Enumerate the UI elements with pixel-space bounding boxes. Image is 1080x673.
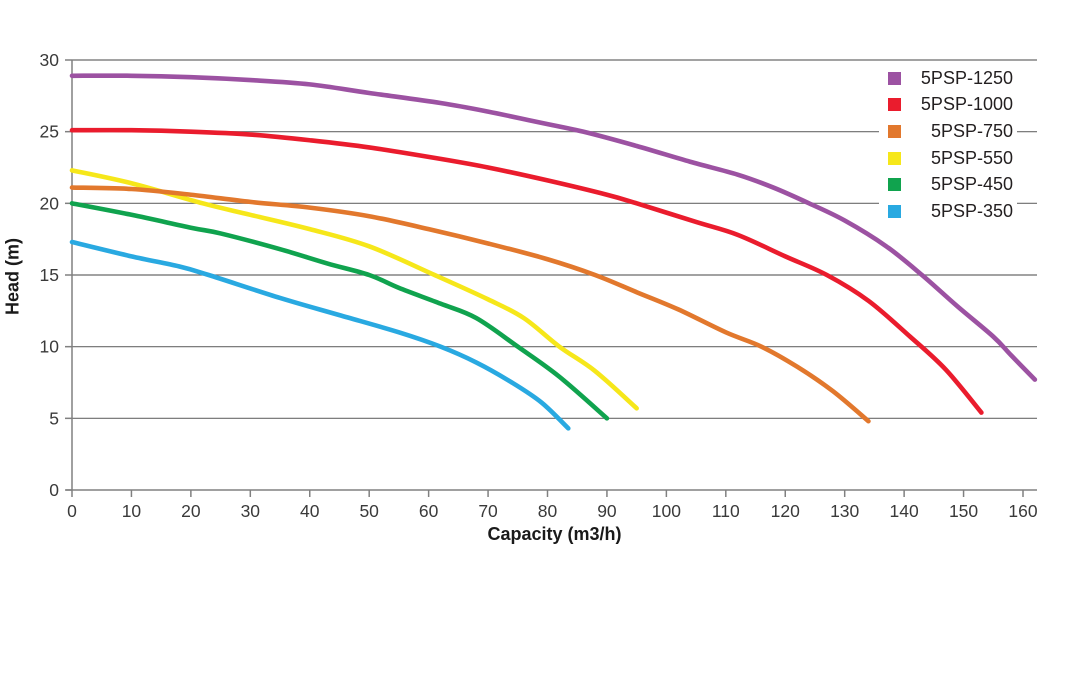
y-tick-label-30: 30 <box>40 50 60 70</box>
legend-item-5PSP-550: 5PSP-550 <box>879 145 1017 172</box>
x-tick-label-30: 30 <box>241 501 261 521</box>
legend-label: 5PSP-750 <box>930 120 1013 141</box>
legend-label: 5PSP-1250 <box>920 67 1013 88</box>
legend-swatch-icon <box>888 204 901 218</box>
legend-item-5PSP-1250: 5PSP-1250 <box>879 65 1017 92</box>
series-line-5PSP-750 <box>69 185 871 424</box>
y-tick-label-5: 5 <box>49 408 59 428</box>
x-axis-title: Capacity (m3/h) <box>487 524 622 544</box>
series-line-5PSP-1250 <box>69 73 1038 382</box>
y-tick-label-15: 15 <box>40 265 59 285</box>
x-tick-label-50: 50 <box>359 501 379 521</box>
x-tick-label-130: 130 <box>830 501 859 521</box>
legend-swatch-icon <box>888 98 901 112</box>
x-tick-label-70: 70 <box>478 501 498 521</box>
legend-label: 5PSP-450 <box>930 174 1013 195</box>
legend-label: 5PSP-350 <box>930 200 1013 221</box>
x-tick-label-120: 120 <box>771 501 800 521</box>
y-tick-label-0: 0 <box>49 480 59 500</box>
legend-swatch-icon <box>888 71 901 85</box>
legend-item-5PSP-1000: 5PSP-1000 <box>879 92 1017 119</box>
x-tick-label-60: 60 <box>419 501 439 521</box>
legend-label: 5PSP-550 <box>930 147 1013 168</box>
x-tick-label-150: 150 <box>949 501 978 521</box>
series-line-5PSP-1000 <box>69 127 984 415</box>
legend: 5PSP-1250 5PSP-1000 5PSP-750 5PSP-550 5PSP-4… <box>879 63 1017 227</box>
y-tick-label-20: 20 <box>40 193 60 213</box>
series-line-5PSP-350 <box>69 239 571 431</box>
y-axis-title: Head (m) <box>2 238 23 316</box>
series-line-5PSP-550 <box>69 168 639 411</box>
x-tick-label-20: 20 <box>181 501 201 521</box>
y-tick-label-10: 10 <box>40 337 60 357</box>
x-tick-label-110: 110 <box>712 501 740 521</box>
legend-swatch-icon <box>888 151 901 165</box>
series-line-5PSP-450 <box>69 201 610 421</box>
legend-swatch-icon <box>888 124 901 138</box>
x-tick-label-10: 10 <box>122 501 142 521</box>
x-tick-label-40: 40 <box>300 501 320 521</box>
legend-swatch-icon <box>888 178 901 192</box>
x-tick-label-160: 160 <box>1008 501 1037 521</box>
legend-item-5PSP-750: 5PSP-750 <box>879 118 1017 145</box>
y-tick-label-25: 25 <box>40 122 59 142</box>
x-tick-label-80: 80 <box>538 501 558 521</box>
legend-item-5PSP-450: 5PSP-450 <box>879 171 1017 198</box>
x-tick-label-0: 0 <box>67 501 77 521</box>
legend-label: 5PSP-1000 <box>920 94 1013 115</box>
x-tick-label-90: 90 <box>597 501 617 521</box>
x-tick-label-100: 100 <box>652 501 681 521</box>
legend-item-5PSP-350: 5PSP-350 <box>879 198 1017 225</box>
x-tick-label-140: 140 <box>890 501 919 521</box>
